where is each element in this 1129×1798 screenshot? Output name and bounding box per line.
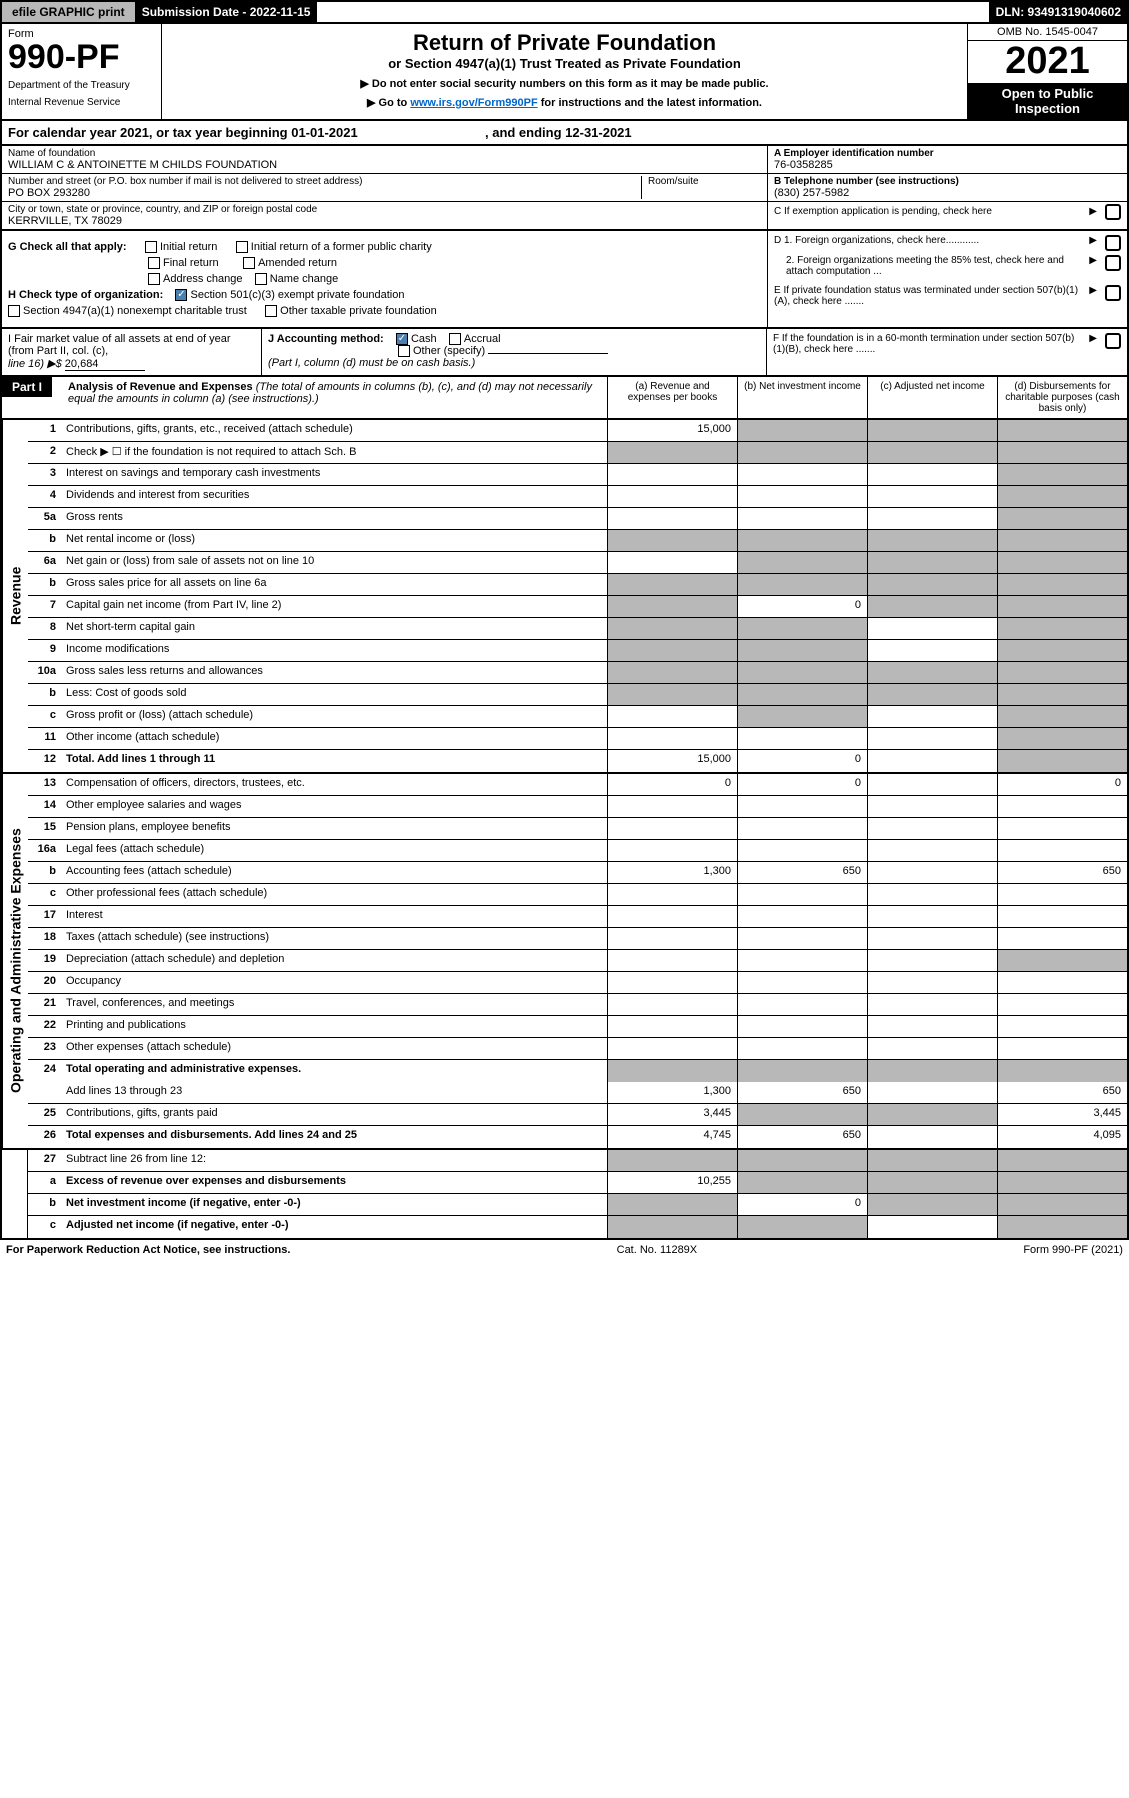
r12-a: 15,000 bbox=[607, 750, 737, 772]
spacer bbox=[317, 2, 989, 22]
irs-label: Internal Revenue Service bbox=[8, 97, 155, 108]
r1-a: 15,000 bbox=[607, 420, 737, 441]
f-checkbox[interactable] bbox=[1105, 333, 1121, 349]
part1-header-row: Part I Analysis of Revenue and Expenses … bbox=[0, 377, 1129, 420]
paperwork-notice: For Paperwork Reduction Act Notice, see … bbox=[6, 1244, 290, 1256]
d1-checkbox[interactable] bbox=[1105, 235, 1121, 251]
fmv-label: I Fair market value of all assets at end… bbox=[8, 333, 231, 357]
phone-label: B Telephone number (see instructions) bbox=[774, 176, 1121, 187]
form-header: Form 990-PF Department of the Treasury I… bbox=[0, 24, 1129, 121]
address: PO BOX 293280 bbox=[8, 187, 641, 199]
efile-label: efile GRAPHIC print bbox=[2, 2, 136, 22]
fmv-value: 20,684 bbox=[65, 358, 145, 371]
expenses-vlabel: Operating and Administrative Expenses bbox=[2, 774, 28, 1148]
part1-label: Part I bbox=[2, 377, 52, 397]
col-a-header: (a) Revenue and expenses per books bbox=[607, 377, 737, 418]
addr-label: Number and street (or P.O. box number if… bbox=[8, 176, 641, 187]
d2-checkbox[interactable] bbox=[1105, 255, 1121, 271]
col-d-header: (d) Disbursements for charitable purpose… bbox=[997, 377, 1127, 418]
cal-year-end: , and ending 12-31-2021 bbox=[485, 125, 632, 140]
check-other-method[interactable] bbox=[398, 345, 410, 357]
city-label: City or town, state or province, country… bbox=[8, 204, 761, 215]
e-checkbox[interactable] bbox=[1105, 285, 1121, 301]
check-amended[interactable] bbox=[243, 257, 255, 269]
f-label: F If the foundation is in a 60-month ter… bbox=[773, 333, 1085, 371]
inspection-label: Open to Public Inspection bbox=[968, 83, 1127, 119]
check-initial[interactable] bbox=[145, 241, 157, 253]
r12-b: 0 bbox=[737, 750, 867, 772]
form-subtitle: or Section 4947(a)(1) Trust Treated as P… bbox=[168, 56, 961, 71]
omb-number: OMB No. 1545-0047 bbox=[968, 24, 1127, 41]
exemption-label: C If exemption application is pending, c… bbox=[774, 206, 1085, 217]
phone-value: (830) 257-5982 bbox=[774, 187, 1121, 199]
net-table: 27Subtract line 26 from line 12: aExcess… bbox=[0, 1150, 1129, 1240]
form-title: Return of Private Foundation bbox=[168, 30, 961, 56]
foundation-name: WILLIAM C & ANTOINETTE M CHILDS FOUNDATI… bbox=[8, 159, 761, 171]
form-number: 990-PF bbox=[8, 40, 155, 74]
e-label: E If private foundation status was termi… bbox=[774, 285, 1085, 307]
irs-link[interactable]: www.irs.gov/Form990PF bbox=[410, 97, 537, 109]
calendar-year-row: For calendar year 2021, or tax year begi… bbox=[0, 121, 1129, 146]
r7-b: 0 bbox=[737, 596, 867, 617]
fmv-block: I Fair market value of all assets at end… bbox=[0, 329, 1129, 377]
city-state-zip: KERRVILLE, TX 78029 bbox=[8, 215, 761, 227]
part1-title: Analysis of Revenue and Expenses bbox=[68, 381, 253, 393]
check-cash[interactable] bbox=[396, 333, 408, 345]
checks-block: G Check all that apply: Initial return I… bbox=[0, 231, 1129, 329]
col-b-header: (b) Net investment income bbox=[737, 377, 867, 418]
cat-no: Cat. No. 11289X bbox=[617, 1244, 698, 1256]
form-footer: Form 990-PF (2021) bbox=[1023, 1244, 1123, 1256]
expenses-table: Operating and Administrative Expenses 13… bbox=[0, 774, 1129, 1150]
page-footer: For Paperwork Reduction Act Notice, see … bbox=[0, 1240, 1129, 1260]
h-label: H Check type of organization: bbox=[8, 289, 163, 301]
dept-treasury: Department of the Treasury bbox=[8, 80, 155, 91]
top-bar: efile GRAPHIC print Submission Date - 20… bbox=[0, 0, 1129, 24]
d1-label: D 1. Foreign organizations, check here..… bbox=[774, 235, 1085, 251]
note-goto-post: for instructions and the latest informat… bbox=[541, 97, 762, 109]
revenue-table: Revenue 1Contributions, gifts, grants, e… bbox=[0, 420, 1129, 774]
col-c-header: (c) Adjusted net income bbox=[867, 377, 997, 418]
check-address[interactable] bbox=[148, 273, 160, 285]
g-label: G Check all that apply: bbox=[8, 241, 127, 253]
accounting-label: J Accounting method: bbox=[268, 333, 384, 345]
check-4947[interactable] bbox=[8, 305, 20, 317]
revenue-vlabel: Revenue bbox=[2, 420, 28, 772]
exemption-checkbox[interactable] bbox=[1105, 204, 1121, 220]
name-label: Name of foundation bbox=[8, 148, 761, 159]
cal-year-begin: For calendar year 2021, or tax year begi… bbox=[8, 125, 358, 140]
check-initial-former[interactable] bbox=[236, 241, 248, 253]
ein-value: 76-0358285 bbox=[774, 159, 1121, 171]
dln-label: DLN: 93491319040602 bbox=[990, 2, 1127, 22]
room-label: Room/suite bbox=[648, 176, 761, 187]
check-name[interactable] bbox=[255, 273, 267, 285]
d2-label: 2. Foreign organizations meeting the 85%… bbox=[774, 255, 1085, 277]
submission-date: Submission Date - 2022-11-15 bbox=[136, 2, 318, 22]
note-goto-pre: ▶ Go to bbox=[367, 97, 410, 109]
tax-year: 2021 bbox=[968, 41, 1127, 83]
ein-label: A Employer identification number bbox=[774, 148, 1121, 159]
check-accrual[interactable] bbox=[449, 333, 461, 345]
check-other-taxable[interactable] bbox=[265, 305, 277, 317]
cash-basis-note: (Part I, column (d) must be on cash basi… bbox=[268, 357, 475, 369]
identification-block: Name of foundation WILLIAM C & ANTOINETT… bbox=[0, 146, 1129, 231]
check-501c3[interactable] bbox=[175, 289, 187, 301]
check-final[interactable] bbox=[148, 257, 160, 269]
note-ssn: ▶ Do not enter social security numbers o… bbox=[168, 77, 961, 90]
